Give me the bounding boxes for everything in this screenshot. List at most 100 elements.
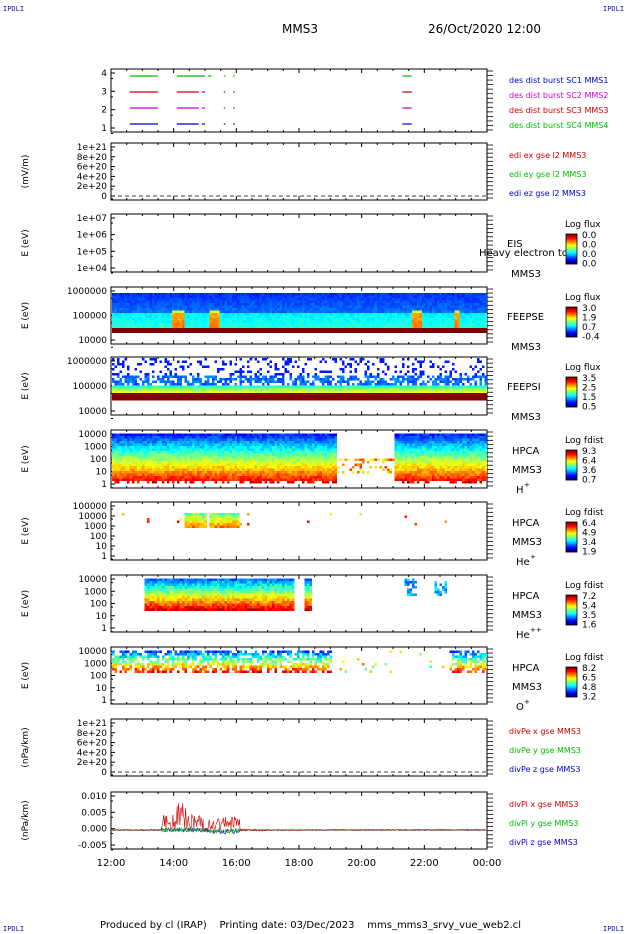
spectrogram-cell	[177, 398, 180, 401]
spectrogram-cell	[482, 298, 485, 301]
spectrogram-cell	[304, 305, 307, 308]
spectrogram-cell	[197, 303, 200, 306]
spectrogram-cell	[422, 303, 425, 306]
colorbar-swatch	[566, 453, 577, 455]
spectrogram-cell	[224, 378, 227, 381]
spectrogram-cell	[344, 398, 347, 401]
spectrogram-cell	[302, 308, 305, 311]
spectrogram-cell	[474, 395, 477, 398]
spectrogram-cell	[149, 476, 152, 479]
spectrogram-cell	[469, 323, 472, 326]
spectrogram-cell	[294, 398, 297, 401]
spectrogram-cell	[179, 395, 182, 398]
spectrogram-cell	[327, 293, 330, 296]
spectrogram-cell	[302, 393, 305, 396]
spectrogram-cell	[142, 390, 145, 393]
spectrogram-cell	[484, 300, 487, 303]
spectrogram-cell	[242, 370, 245, 373]
spectrogram-cell	[369, 298, 372, 301]
spectrogram-cell	[227, 300, 230, 303]
spectrogram-cell	[457, 393, 460, 396]
spectrogram-cell	[342, 308, 345, 311]
spectrogram-cell	[247, 370, 250, 373]
spectrogram-cell	[129, 468, 132, 471]
spectrogram-cell	[279, 318, 282, 321]
spectrogram-cell	[124, 441, 127, 444]
spectrogram-cell	[259, 313, 262, 316]
spectrogram-cell	[339, 358, 342, 361]
spectrogram-cell	[304, 318, 307, 321]
spectrogram-cell	[124, 298, 127, 301]
y-axis-label: E (eV)	[21, 229, 31, 256]
spectrogram-cell	[469, 365, 472, 368]
spectrogram-cell	[114, 476, 117, 479]
spectrogram-cell	[369, 305, 372, 308]
spectrogram-cell	[214, 378, 217, 381]
spectrogram-cell	[264, 308, 267, 311]
spectrogram-cell	[232, 325, 235, 328]
spectrogram-cell	[174, 315, 177, 318]
spectrogram-cell	[154, 393, 157, 396]
spectrogram-cell	[354, 310, 357, 313]
spectrogram-cell	[377, 313, 380, 316]
spectrogram-cell	[459, 323, 462, 326]
spectrogram-cell	[327, 308, 330, 311]
spectrogram-cell	[294, 318, 297, 321]
spectrogram-cell	[142, 456, 145, 459]
y-tick-label: 10	[96, 468, 108, 478]
spectrogram-cell	[457, 318, 460, 321]
spectrogram-cell	[287, 390, 290, 393]
spectrogram-cell	[134, 471, 137, 474]
spectrogram-cell	[197, 373, 200, 376]
spectrogram-cell	[469, 383, 472, 386]
spectrogram-cell	[172, 293, 175, 296]
spectrogram-cell	[312, 328, 315, 331]
spectrogram-cell	[374, 305, 377, 308]
spectrogram-cell	[267, 295, 270, 298]
spectrogram-cell	[294, 378, 297, 381]
spectrogram-cell	[282, 315, 285, 318]
colorbar-swatch	[566, 322, 577, 324]
spectrogram-cell	[367, 298, 370, 301]
spectrogram-cell	[227, 310, 230, 313]
spectrogram-cell	[482, 313, 485, 316]
spectrogram-cell	[137, 481, 140, 484]
spectrogram-cell	[392, 383, 395, 386]
spectrogram-cell	[302, 298, 305, 301]
spectrogram-cell	[424, 325, 427, 328]
spectrogram-cell	[134, 466, 137, 469]
spectrogram-cell	[147, 375, 150, 378]
spectrogram-cell	[464, 300, 467, 303]
spectrogram-cell	[152, 461, 155, 464]
spectrogram-cell	[302, 315, 305, 318]
spectrogram-cell	[279, 313, 282, 316]
spectrogram-cell	[482, 325, 485, 328]
spectrogram-cell	[387, 298, 390, 301]
spectrogram-cell	[112, 318, 115, 321]
spectrogram-cell	[299, 393, 302, 396]
spectrogram-cell	[227, 313, 230, 316]
colorbar-swatch	[566, 331, 577, 333]
spectrogram-cell	[269, 293, 272, 296]
spectrogram-cell	[327, 385, 330, 388]
spectrogram-cell	[114, 318, 117, 321]
spectrogram-cell	[314, 300, 317, 303]
spectrogram-cell	[342, 330, 345, 333]
spectrogram-cell	[219, 393, 222, 396]
spectrogram-cell	[142, 466, 145, 469]
spectrogram-cell	[439, 310, 442, 313]
overlap-text: Heavy electron to	[479, 248, 568, 259]
spectrogram-cell	[119, 471, 122, 474]
spectrogram-cell	[127, 466, 130, 469]
spectrogram-cell	[119, 390, 122, 393]
spectrogram-cell	[227, 390, 230, 393]
spectrogram-cell	[392, 318, 395, 321]
spectrogram-cell	[397, 315, 400, 318]
spectrogram-cell	[139, 325, 142, 328]
spectrogram-cell	[454, 300, 457, 303]
spectrogram-cell	[347, 308, 350, 311]
spectrogram-cell	[224, 395, 227, 398]
spectrogram-cell	[114, 303, 117, 306]
spectrogram-cell	[199, 330, 202, 333]
